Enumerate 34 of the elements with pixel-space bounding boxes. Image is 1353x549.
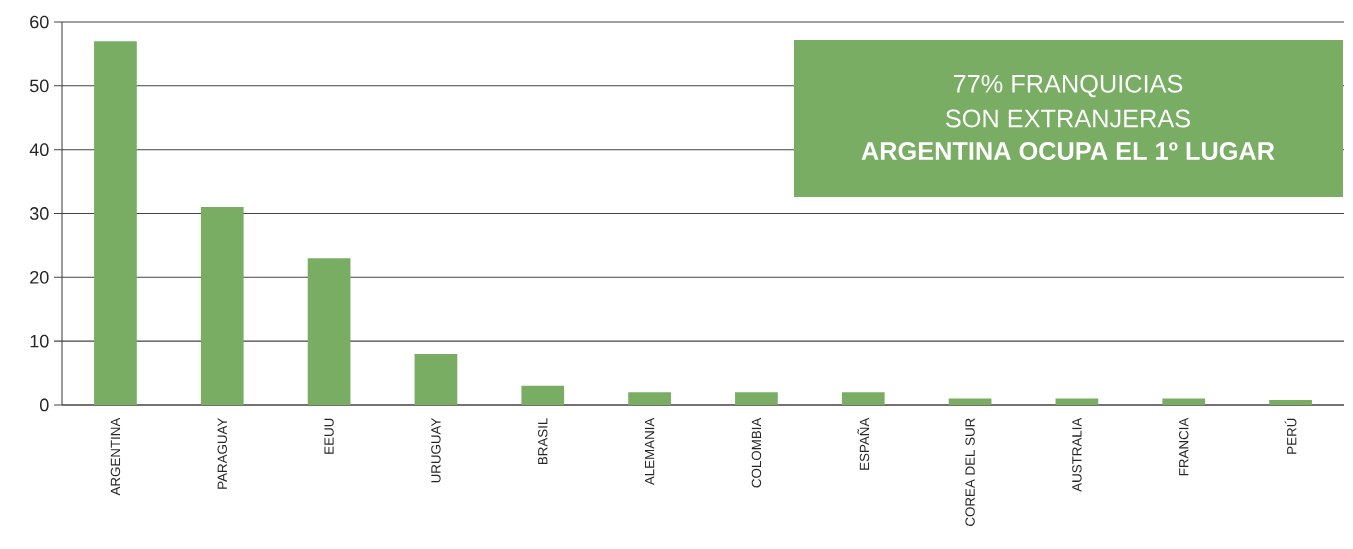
x-tick-label: PERÚ: [1284, 418, 1297, 454]
annotation: SON EXTRANJERAS: [945, 109, 1190, 128]
bar: [200, 207, 244, 405]
annotation: ARGENTINA OCUPA EL 1º LUGAR: [861, 142, 1275, 160]
bar: [1055, 398, 1099, 405]
bar: [841, 392, 885, 405]
x-tick-label: ALEMANIA: [645, 417, 655, 486]
x-tick-label: URUGUAY: [431, 417, 441, 483]
bar: [1269, 399, 1312, 405]
y-tick-label: 50: [29, 79, 49, 93]
x-tick-label: COLOMBIA: [751, 417, 762, 488]
x-tick-label: FRANCIA: [1179, 417, 1189, 476]
x-tick-label: COREA DEL SUR: [965, 418, 975, 526]
bar: [94, 41, 137, 405]
bar: [307, 258, 351, 405]
y-tick-label: 30: [29, 207, 49, 220]
bar: [948, 398, 992, 405]
x-tick-label: AUSTRALIA: [1072, 417, 1082, 492]
y-tick-label: 10: [30, 334, 49, 348]
x-tick-label: EEUU: [324, 418, 334, 454]
annotation: 77% FRANQUICIAS: [953, 74, 1183, 98]
x-tick-label: BRASIL: [538, 418, 548, 465]
y-tick-label: 60: [30, 15, 49, 29]
bar: [521, 385, 565, 405]
y-tick-label: 20: [30, 270, 49, 284]
x-tick-label: ARGENTINA: [110, 417, 121, 496]
bar: [1162, 398, 1206, 405]
bar: [628, 392, 671, 405]
x-tick-label: ESPAÑA: [857, 417, 870, 470]
bar: [735, 392, 778, 405]
bar: [414, 353, 458, 405]
y-tick-label: 0: [40, 398, 49, 412]
x-tick-label: PARAGUAY: [217, 417, 227, 489]
y-tick-label: 40: [29, 143, 49, 157]
